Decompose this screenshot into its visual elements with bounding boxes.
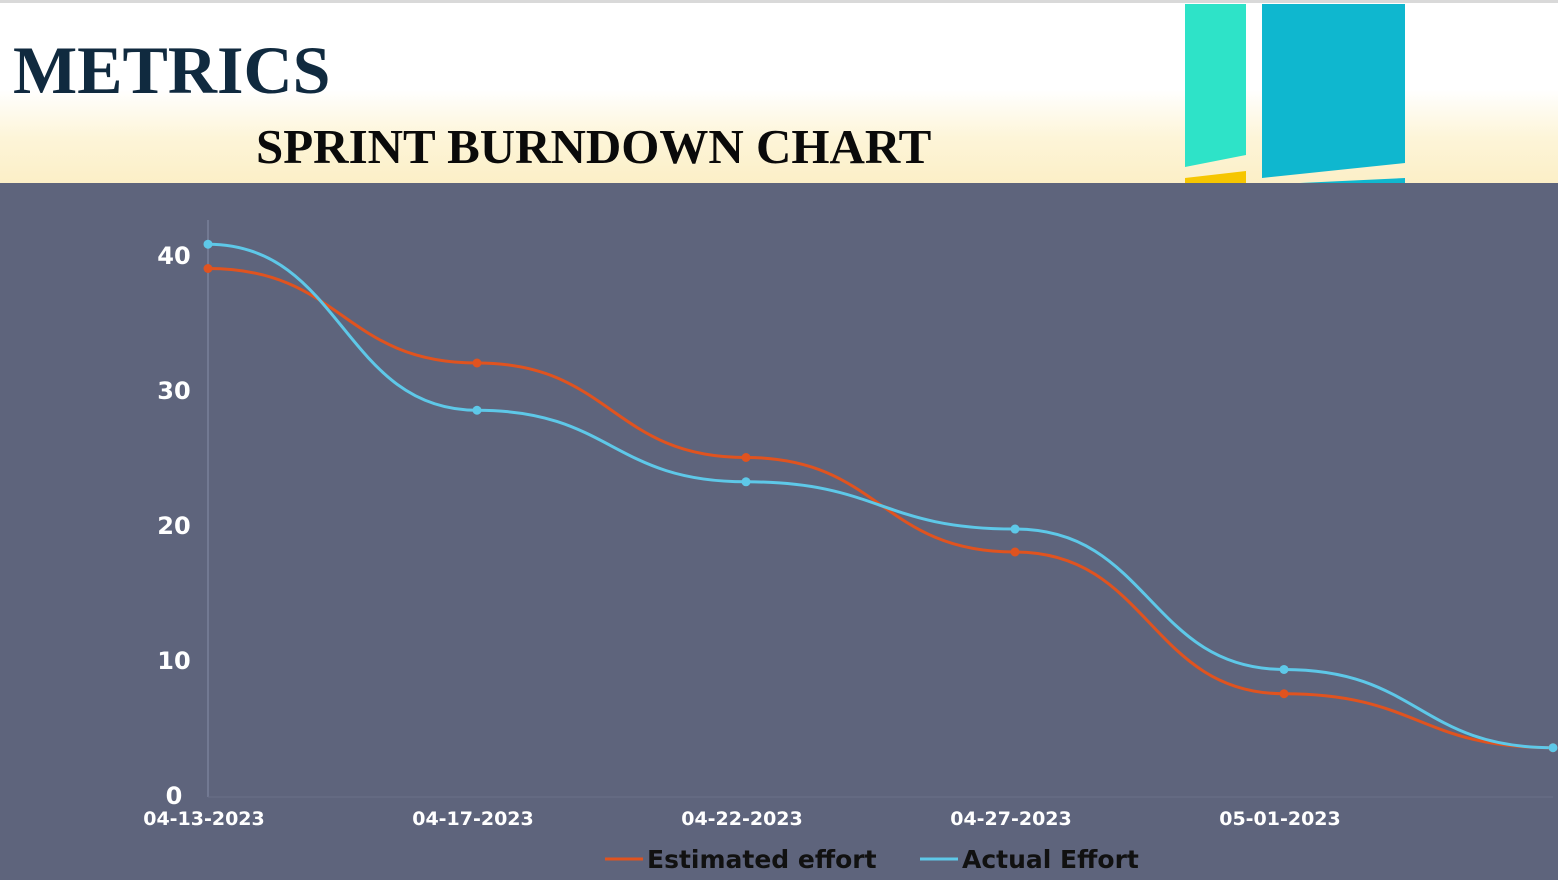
chart-legend: Estimated effort Actual Effort	[605, 845, 1139, 874]
y-tick-label: 40	[157, 242, 190, 270]
y-tick-label: 20	[157, 512, 190, 540]
data-point-estimated	[472, 358, 482, 368]
data-point-estimated	[1279, 689, 1289, 699]
teal-block	[1185, 4, 1246, 167]
legend-label: Actual Effort	[962, 845, 1139, 874]
data-point-actual	[1279, 664, 1289, 674]
data-point-actual	[203, 239, 213, 249]
x-tick-labels: 04-13-2023 04-17-2023 04-22-2023 04-27-2023…	[143, 808, 1341, 830]
x-tick-label: 04-13-2023	[143, 808, 265, 830]
data-point-actual	[741, 477, 751, 487]
data-point-estimated	[203, 264, 213, 273]
legend-label: Estimated effort	[647, 845, 877, 874]
chart-axes	[207, 220, 1553, 798]
chart-subtitle: SPRINT BURNDOWN CHART	[256, 119, 932, 174]
burndown-chart: 04-13-2023 04-17-2023 04-22-2023 04-27-2023…	[143, 220, 1558, 874]
chart-points	[203, 239, 1558, 753]
data-point-estimated	[741, 453, 751, 462]
yellow-block	[1185, 171, 1246, 183]
data-point-estimated	[1010, 547, 1020, 557]
series-line-actual	[207, 242, 1554, 750]
x-tick-label: 04-22-2023	[681, 808, 803, 830]
page-title: METRICS	[13, 32, 331, 108]
x-tick-label: 04-17-2023	[412, 808, 534, 830]
x-tick-label: 05-01-2023	[1219, 808, 1341, 830]
data-point-actual	[472, 405, 482, 415]
blue-strip	[1300, 178, 1405, 183]
y-tick-label: 10	[157, 647, 190, 675]
chart-series	[207, 242, 1554, 750]
data-point-actual	[1010, 524, 1020, 534]
blue-block	[1262, 4, 1405, 178]
series-line-estimated	[207, 267, 1554, 750]
y-tick-labels: 0 10 20 30 40	[157, 242, 190, 810]
chart-panel	[0, 183, 1558, 880]
data-point-actual	[1548, 743, 1558, 753]
y-tick-label: 30	[157, 377, 190, 405]
y-tick-label: 0	[166, 782, 183, 810]
x-tick-label: 04-27-2023	[950, 808, 1072, 830]
decorative-shapes	[1185, 4, 1405, 183]
